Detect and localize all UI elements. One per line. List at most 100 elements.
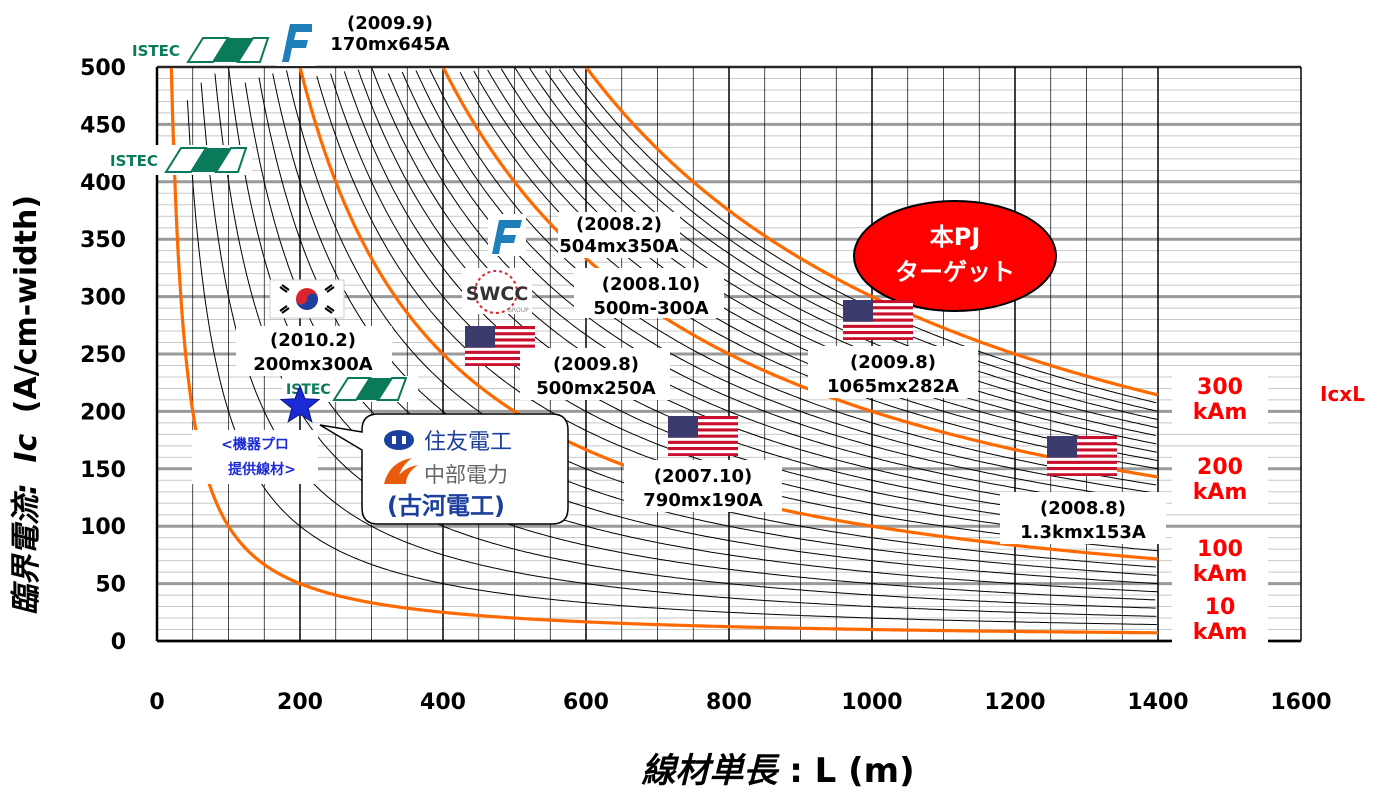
target-oval: 本PJ ターゲット [853, 200, 1057, 312]
furukawa-logo-text: (古河電工) [387, 492, 505, 520]
annotation-2010-2-date: (2010.2) [270, 330, 356, 351]
orange-curve-10kAm [169, 66, 1158, 635]
us-flag-2 [843, 300, 913, 340]
y-tick-label: 300 [80, 286, 126, 311]
curve-label-200: 200 kAm [1172, 450, 1268, 506]
x-axis-title-rest: : L (m) [789, 751, 914, 789]
annotation-2009-8-a-spec: 500mx250A [536, 378, 656, 399]
x-tick-label: 600 [563, 690, 609, 715]
annotation-2009-9: (2009.9) 170mx645A [312, 12, 472, 56]
curve-label-10-unit: kAm [1193, 620, 1248, 645]
annotation-2008-2: (2008.2) 504mx350A [558, 212, 680, 258]
fujikura-logo-top [276, 18, 316, 66]
y-axis-title: 臨界電流: Ic (A/cm-width) [9, 195, 44, 615]
annotation-2009-9-spec: 170mx645A [330, 34, 450, 55]
swcc-logo-sub: GROUP [507, 307, 529, 314]
annotation-2010-2-spec: 200mx300A [253, 354, 373, 375]
annotation-2008-10: (2008.10) 500m-300A [574, 268, 724, 319]
x-tick-label: 1000 [841, 690, 902, 715]
annotation-2009-8-a-date: (2009.8) [553, 354, 639, 375]
curve-label-10-value: 10 [1205, 595, 1236, 620]
y-tick-label: 250 [80, 343, 126, 368]
annotation-2008-2-spec: 504mx350A [559, 236, 679, 257]
ic-l-curve-180kAm [415, 70, 1157, 494]
y-tick-label: 100 [80, 515, 126, 540]
x-tick-label: 1400 [1127, 690, 1188, 715]
istec-logo-star-text: ISTEC [286, 382, 331, 398]
annotation-2008-8: (2008.8) 1.3kmx153A [1000, 492, 1166, 544]
star-label-line2: 提供線材> [228, 461, 296, 478]
annotation-2008-8-spec: 1.3kmx153A [1020, 522, 1146, 543]
istec-logo-top: ISTEC [128, 36, 276, 64]
ic-l-curve-30kAm [200, 82, 1157, 617]
annotation-2008-8-date: (2008.8) [1040, 498, 1126, 519]
swcc-logo-text: SWCC [466, 283, 529, 305]
curve-label-300-value: 300 [1197, 375, 1243, 400]
annotation-2009-8-a: (2009.8) 500mx250A [520, 348, 670, 400]
x-tick-label: 1200 [984, 690, 1045, 715]
curve-label-100: 100 kAm [1172, 534, 1268, 588]
ic-l-curve-170kAm [401, 71, 1158, 502]
ic-l-curve-250kAm [514, 67, 1156, 436]
y-axis-title-jp: 臨界電流: [9, 483, 44, 615]
y-axis-title-ic: Ic [9, 433, 44, 462]
y-tick-label: 200 [80, 400, 126, 425]
annotation-2008-10-spec: 500m-300A [593, 298, 708, 319]
curve-label-10: 10 kAm [1172, 594, 1268, 646]
istec-logo-top-text: ISTEC [132, 42, 180, 60]
x-tick-label: 1600 [1270, 690, 1331, 715]
swcc-logo: SWCC GROUP [462, 268, 532, 314]
us-flag-4 [1047, 436, 1117, 476]
annotation-2007-10-spec: 790mx190A [643, 490, 763, 511]
annotation-2009-8-b-spec: 1065mx282A [827, 376, 959, 397]
x-axis-title-jp: 線材単長 [641, 751, 780, 789]
star-marker [279, 384, 321, 423]
chubu-logo-text: 中部電力 [424, 463, 508, 487]
x-tick-label: 200 [277, 690, 323, 715]
annotation-2007-10-date: (2007.10) [654, 466, 752, 487]
ic-l-curve-70kAm [258, 77, 1158, 584]
curve-label-300-unit: kAm [1193, 400, 1248, 425]
y-tick-label: 350 [80, 228, 126, 253]
annotation-2010-2: (2010.2) 200mx300A [236, 326, 392, 376]
annotation-2009-9-date: (2009.9) [347, 13, 433, 34]
us-flag-3 [668, 416, 738, 456]
y-tick-label: 0 [111, 630, 126, 655]
curve-label-200-unit: kAm [1193, 480, 1248, 505]
sumitomo-logo-text: 住友電工 [424, 430, 512, 455]
x-tick-label: 400 [420, 690, 466, 715]
annotation-2009-8-b: (2009.8) 1065mx282A [808, 346, 978, 398]
y-axis-title-unit: (A/cm-width) [9, 195, 44, 413]
orange-curve-300kAm [584, 66, 1159, 397]
annotation-2008-10-date: (2008.10) [602, 274, 700, 295]
annotation-2007-10: (2007.10) 790mx190A [624, 460, 782, 512]
sumitomo-logo-icon [384, 430, 414, 450]
x-axis-title: 線材単長 : L (m) [641, 751, 914, 789]
curve-label-200-value: 200 [1197, 455, 1243, 480]
ic-l-curve-190kAm [429, 68, 1157, 486]
istec-logo-mid-text: ISTEC [110, 152, 158, 170]
annotation-2009-8-b-date: (2009.8) [850, 352, 936, 373]
ic-l-curve-20kAm [186, 100, 1157, 626]
chubu-logo-icon [384, 458, 418, 484]
y-tick-label: 450 [80, 113, 126, 138]
x-tick-label: 800 [706, 690, 752, 715]
y-tick-label: 150 [80, 458, 126, 483]
curve-label-100-value: 100 [1197, 537, 1243, 562]
curve-label-300: 300 kAm [1172, 372, 1268, 428]
ic-l-curve-80kAm [272, 73, 1157, 576]
y-tick-label: 500 [80, 56, 126, 81]
istec-logo-mid: ISTEC [104, 145, 252, 175]
target-line1: 本PJ [930, 223, 981, 251]
fujikura-logo-mid [488, 214, 526, 256]
star-label-line1: <機器プロ [221, 436, 289, 453]
target-line2: ターゲット [895, 258, 1015, 286]
icxl-label: IcxL [1320, 382, 1365, 406]
x-tick-label: 0 [149, 690, 164, 715]
annotation-2008-2-date: (2008.2) [576, 214, 662, 235]
y-tick-label: 50 [95, 573, 126, 598]
company-callout: 住友電工 中部電力 (古河電工) [319, 413, 569, 525]
star-label: <機器プロ 提供線材> [192, 430, 318, 484]
